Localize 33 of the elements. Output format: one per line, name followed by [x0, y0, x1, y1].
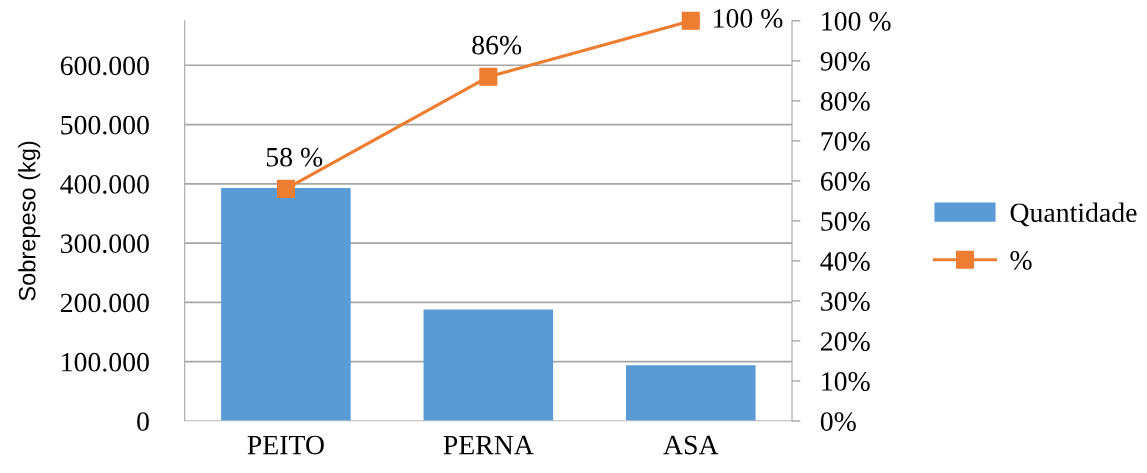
y-tick-label: 300.000 [61, 234, 149, 254]
y2-tick-label: 40% [820, 252, 870, 271]
y2-tick-label: 0% [820, 412, 856, 431]
bar [221, 187, 351, 421]
x-tick-label: PERNA [443, 435, 534, 455]
data-label: 100 % [714, 9, 783, 28]
point [276, 179, 295, 198]
y-tick-label: 200.000 [60, 293, 149, 313]
x-tick-label: ASA [663, 435, 719, 455]
y2-tick-label: 100 % [822, 11, 891, 31]
y-tick-label: 400.000 [60, 175, 149, 194]
y2-tick-label: 90% [820, 51, 870, 71]
legend-label: Quantidade [1010, 202, 1137, 227]
y2-tick-label: 20% [821, 332, 870, 351]
x-tick-label: PEITO [247, 435, 324, 455]
legend-label: % [1010, 250, 1032, 270]
bar [423, 309, 554, 421]
y-tick-label: 100.000 [62, 352, 149, 372]
y-tick-label: 600.000 [60, 56, 149, 76]
data-label: 58 % [266, 147, 323, 167]
y2-tick-label: 60% [820, 172, 870, 191]
y2-tick-label: 30% [821, 292, 870, 311]
bar [626, 365, 756, 421]
y2-tick-label: 80% [820, 92, 870, 111]
y-axis-title: Sobrepeso (kg) [18, 141, 41, 301]
y-tick-label: 500.000 [61, 115, 149, 135]
point [479, 67, 498, 86]
y2-tick-label: 10% [822, 372, 870, 391]
y2-tick-label: 70% [821, 132, 870, 151]
y2-tick-label: 50% [821, 212, 870, 231]
data-label: 86% [472, 35, 522, 55]
point [681, 11, 700, 30]
y-tick-label: 0 [137, 412, 149, 431]
